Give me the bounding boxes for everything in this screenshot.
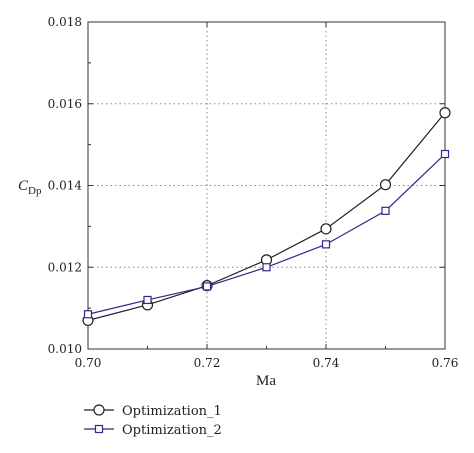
axis-ticks [87,21,446,350]
data-point-square [262,263,271,272]
data-point-circle [439,107,451,119]
plot-frame [87,21,446,350]
y-axis-title: CDp [18,178,42,197]
x-tick-label: 0.70 [75,356,102,370]
data-point-square [143,295,152,305]
y-tick-labels: 0.010 0.012 0.014 0.016 0.018 [48,15,83,356]
y-axis-title-subscript: Dp [28,185,42,197]
data-point-square [202,282,212,291]
data-point-square [321,240,331,249]
data-point-square [440,149,450,159]
y-tick-label: 0.014 [48,179,83,193]
legend-marker-circle [93,404,105,416]
legend-marker-square [94,424,104,434]
data-point-circle [320,223,332,235]
y-axis-title-main: C [18,178,29,194]
x-tick-label: 0.76 [432,356,459,370]
x-axis-title: Ma [256,373,276,389]
x-tick-label: 0.74 [313,356,340,370]
y-tick-label: 0.012 [48,260,82,274]
data-point-square [381,206,390,215]
legend-label: Optimization_2 [122,423,222,438]
series-layer [82,107,451,326]
data-point-circle [379,179,392,191]
series-line-1 [87,112,446,321]
grid-lines [88,22,445,349]
y-tick-label: 0.018 [48,15,82,29]
legend: Optimization_1 Optimization_2 [84,404,222,438]
y-tick-label: 0.010 [48,342,82,356]
legend-label: Optimization_1 [122,404,222,419]
x-tick-label: 0.72 [194,356,221,370]
x-tick-labels: 0.70 0.72 0.74 0.76 [75,356,459,370]
y-tick-label: 0.016 [48,97,82,111]
data-point-square [83,310,93,319]
